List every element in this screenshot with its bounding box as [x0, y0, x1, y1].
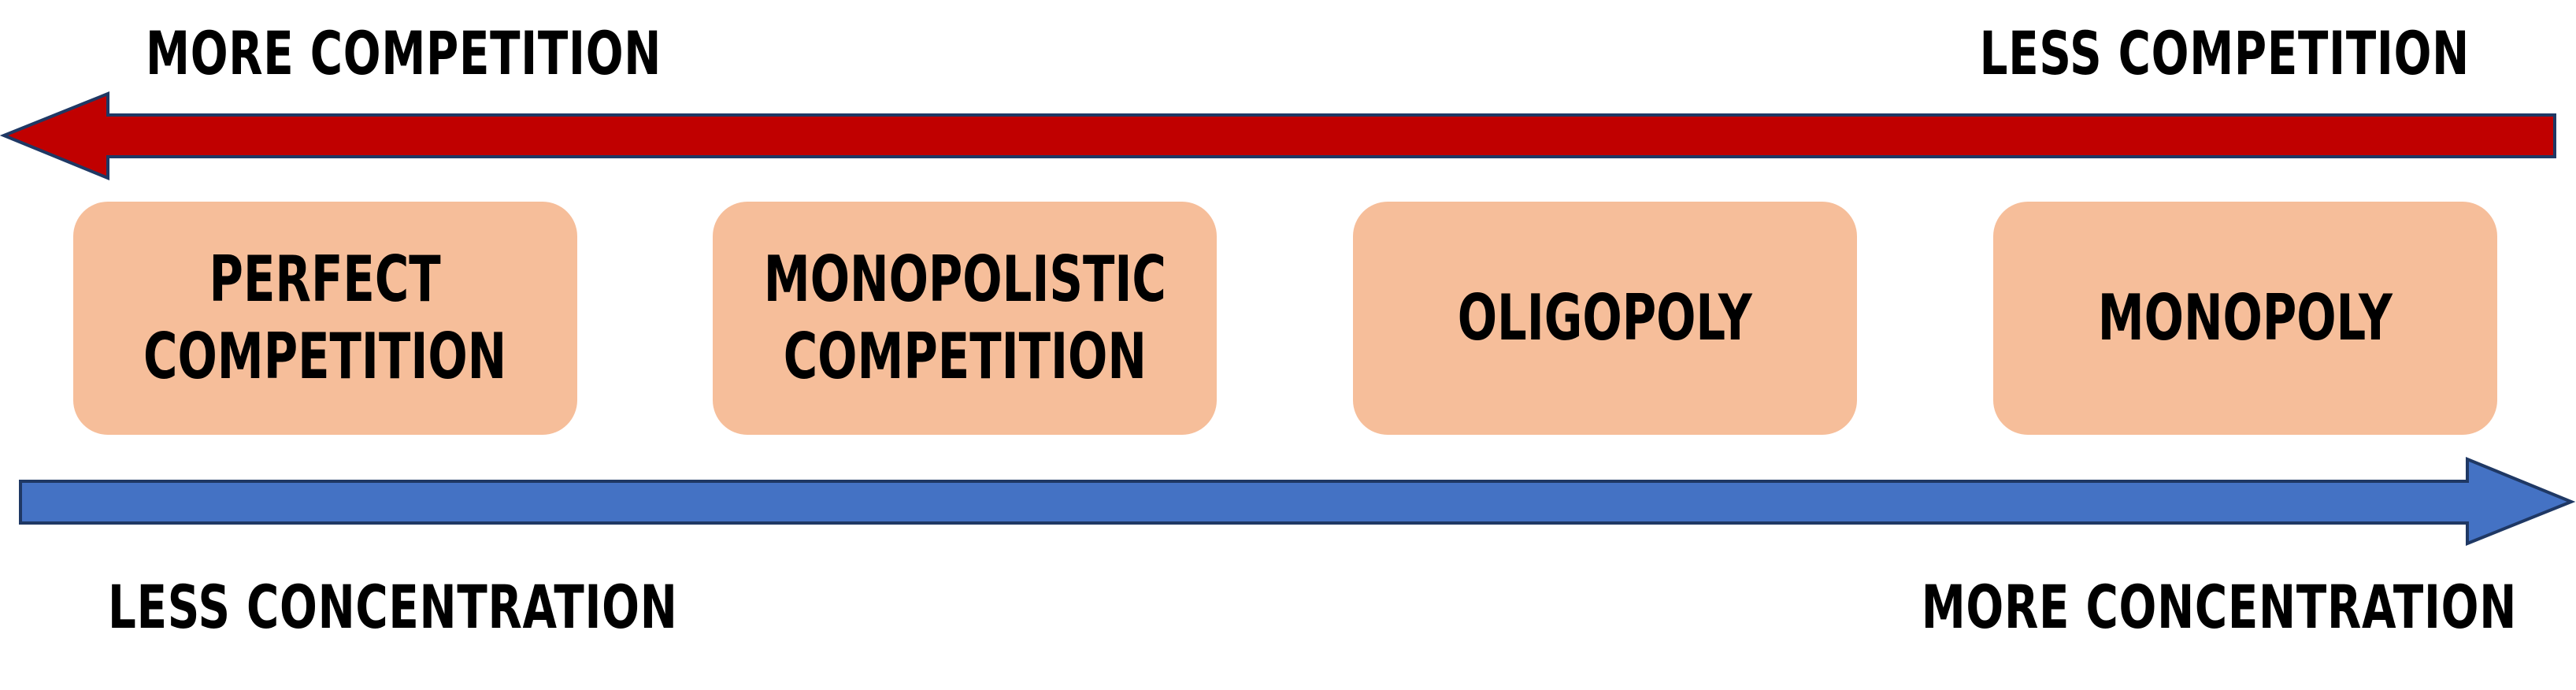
more-concentration-label: MORE CONCENTRATION — [1921, 572, 2517, 642]
box-text: PERFECT COMPETITION — [143, 241, 506, 395]
box-text: OLIGOPOLY — [1458, 280, 1752, 357]
box-line-1: MONOPOLY — [2097, 281, 2393, 354]
less-competition-label: LESS COMPETITION — [1979, 18, 2470, 88]
box-line-2: COMPETITION — [783, 320, 1147, 393]
red-left-arrow — [0, 91, 2556, 180]
more-competition-label: MORE COMPETITION — [146, 18, 662, 88]
monopoly-box: MONOPOLY — [1993, 202, 2497, 435]
box-text: MONOPOLY — [2098, 280, 2393, 357]
box-line-1: MONOPOLISTIC — [763, 243, 1166, 316]
box-line-1: PERFECT — [209, 243, 442, 316]
less-concentration-label: LESS CONCENTRATION — [108, 572, 678, 642]
box-text: MONOPOLISTIC COMPETITION — [763, 241, 1166, 395]
monopolistic-competition-box: MONOPOLISTIC COMPETITION — [713, 202, 1217, 435]
box-line-2: COMPETITION — [143, 320, 507, 393]
oligopoly-box: OLIGOPOLY — [1353, 202, 1857, 435]
perfect-competition-box: PERFECT COMPETITION — [73, 202, 577, 435]
blue-right-arrow — [19, 457, 2576, 546]
box-line-1: OLIGOPOLY — [1457, 281, 1753, 354]
